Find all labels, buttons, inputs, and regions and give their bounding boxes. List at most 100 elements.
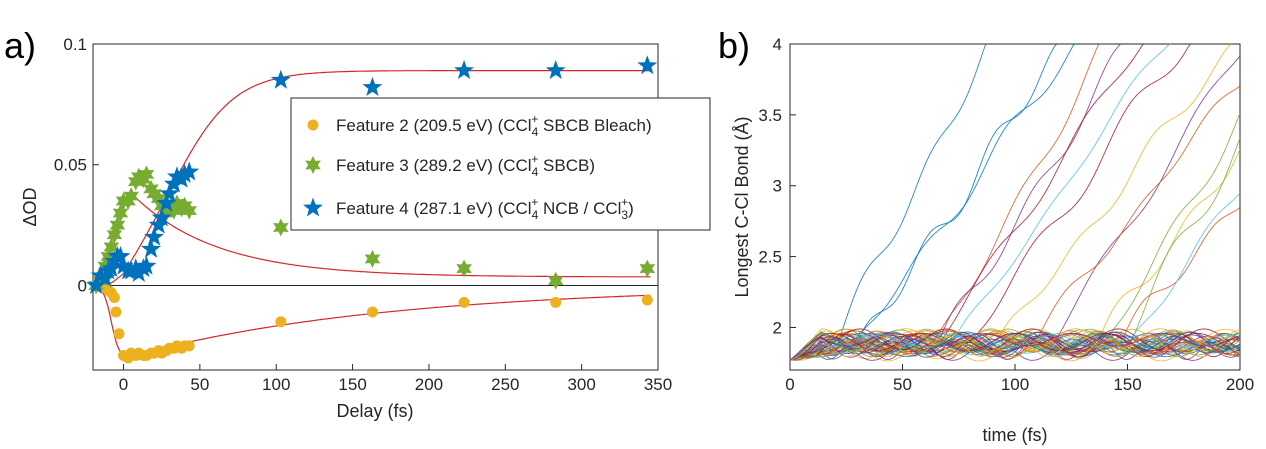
trajectory-line <box>789 43 1058 361</box>
panel-b-lines <box>789 43 1241 362</box>
feature-3-point <box>639 259 656 278</box>
feature-3-point <box>146 184 162 203</box>
legend-marker <box>305 156 321 174</box>
feature-3-point <box>143 179 159 198</box>
feature-4-point <box>110 246 131 265</box>
feature-3-point <box>153 196 170 215</box>
panel-b-ylabel: Longest C-Cl Bond (Å) <box>732 116 752 297</box>
feature-3-point <box>92 271 109 290</box>
panel-a-axes: 0 50 100 150 200 250 300 350 0 0.05 0.1 Feature 2 … <box>54 35 711 394</box>
feature-3-point <box>123 187 139 206</box>
panel-a-ytick-label: 0 <box>78 276 87 295</box>
feature-4-point <box>151 207 172 227</box>
panel-b-axes: 0 50 100 150 200 2 2.5 3 3.5 4 <box>758 35 1254 394</box>
feature-4-point <box>86 274 107 294</box>
feature-3-point <box>127 172 144 191</box>
panel-a-ytick-label: 0.05 <box>54 156 87 175</box>
panel-b-label: b) <box>718 25 750 66</box>
feature-3-point <box>120 191 136 210</box>
legend-entry-3: Feature 3 (289.2 eV) (CCl4+ SBCB) <box>336 152 595 179</box>
feature-4-point <box>113 255 134 275</box>
feature-4-point <box>179 161 200 181</box>
feature-2-point <box>110 306 122 318</box>
trajectory-line <box>789 43 1076 361</box>
trajectory-line <box>789 334 1241 361</box>
panel-b-ytick-label: 3.5 <box>758 106 782 125</box>
panel-a-xtick-label: 50 <box>190 375 209 394</box>
feature-4-point <box>167 166 187 186</box>
panel-b-xtick-label: 200 <box>1226 375 1254 394</box>
panel-a-ylabel: ΔOD <box>20 187 40 226</box>
feature-2-point <box>550 296 562 308</box>
feature-4-point <box>545 60 566 80</box>
feature-3-point <box>158 204 175 223</box>
panel-b-xtick-label: 0 <box>785 375 794 394</box>
feature-4-point <box>270 69 291 89</box>
feature-3-point <box>138 165 155 184</box>
trajectory-line <box>789 328 1241 361</box>
panel-b-ytick-label: 3 <box>773 177 782 196</box>
panel-a-xtick-label: 100 <box>262 375 290 394</box>
feature-4-point <box>121 260 142 280</box>
feature-4-point <box>362 76 383 96</box>
feature-3-point <box>364 249 381 268</box>
feature-3-point <box>547 271 564 290</box>
trajectory-line <box>789 334 1241 361</box>
feature-3-point <box>100 247 117 266</box>
feature-2-point <box>108 292 120 304</box>
panel-a-ticks: 0 50 100 150 200 250 300 350 0 0.05 0.1 <box>54 35 672 394</box>
feature-3-point <box>181 201 197 220</box>
feature-4-point <box>90 265 111 285</box>
panel-a-label: a) <box>4 25 36 66</box>
panel-a-xtick-label: 0 <box>119 375 128 394</box>
feature-3-point <box>169 194 185 213</box>
feature-3-point <box>176 196 193 215</box>
panel-a-ytick-label: 0.1 <box>63 35 87 54</box>
trajectory-line <box>789 336 1241 361</box>
feature-4-point <box>136 255 157 275</box>
feature-3-point <box>103 237 120 256</box>
legend-marker <box>303 197 323 217</box>
panel-b-ytick-label: 4 <box>773 35 782 54</box>
panel-b-xlabel: time (fs) <box>983 425 1048 445</box>
panel-b-xtick-label: 150 <box>1113 375 1141 394</box>
legend-entry-2: Feature 2 (209.5 eV) (CCl4+ SBCB Bleach) <box>336 112 652 139</box>
legend-box <box>290 97 711 231</box>
panel-a-xtick-label: 200 <box>415 375 443 394</box>
feature-2-point <box>113 328 125 340</box>
trajectory-line <box>789 335 1241 361</box>
legend-marker <box>307 119 319 131</box>
panel-a-xtick-label: 350 <box>644 375 672 394</box>
feature-4-point <box>454 60 475 80</box>
feature-3-point <box>106 225 123 244</box>
feature-2-point <box>641 294 653 306</box>
panel-a-xtick-label: 150 <box>338 375 366 394</box>
feature-3-point <box>273 218 289 237</box>
panel-b-ticks: 0 50 100 150 200 2 2.5 3 3.5 4 <box>758 35 1254 394</box>
feature-4-point <box>125 258 146 278</box>
feature-4-point <box>156 192 177 212</box>
feature-2-point <box>366 306 378 318</box>
panel-b-xtick-label: 50 <box>893 375 912 394</box>
legend-entry-4: Feature 4 (287.1 eV) (CCl4+ NCB / CCl3+) <box>336 195 634 222</box>
feature-4-point <box>141 238 162 258</box>
trajectory-line <box>789 331 1241 361</box>
feature-3-point <box>166 201 182 220</box>
panel-b-plot-area <box>789 43 1241 371</box>
feature-2-point <box>275 316 287 328</box>
trajectory-line <box>789 333 1241 361</box>
panel-a-points <box>86 55 658 364</box>
feature-3-point <box>135 170 152 189</box>
feature-4-point <box>144 226 165 246</box>
panel-b-ytick-label: 2 <box>773 318 782 337</box>
panel-b-ytick-label: 2.5 <box>758 248 782 267</box>
feature-3-point <box>150 189 167 208</box>
panel-a-legend: Feature 2 (209.5 eV) (CCl4+ SBCB Bleach)… <box>290 97 711 231</box>
panel-b-xtick-label: 100 <box>1001 375 1029 394</box>
feature-4-point <box>637 55 658 75</box>
feature-3-point <box>109 216 126 235</box>
panel-a-xtick-label: 250 <box>491 375 519 394</box>
feature-4-point <box>174 163 195 183</box>
feature-3-point <box>456 259 472 278</box>
